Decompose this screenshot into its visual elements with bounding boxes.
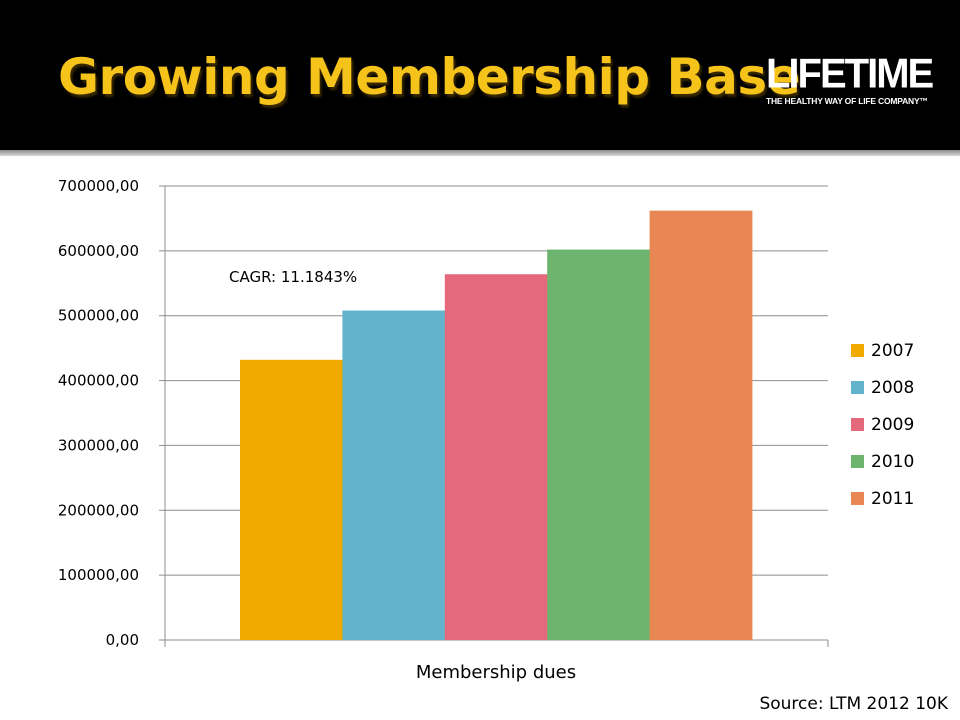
membership-bar-chart: 0,00 100000,00 200000,00 300000,00 400000,00…: [58, 177, 914, 683]
legend-swatch-2008: [851, 381, 864, 394]
source-note: Source: LTM 2012 10K: [759, 694, 948, 714]
legend-label-2008: 2008: [871, 378, 914, 398]
legend-swatch-2010: [851, 455, 864, 468]
y-tick-label: 500000,00: [58, 307, 139, 325]
slide-header: Growing Membership Base LIFETIME THE HEA…: [0, 0, 960, 150]
y-tick-label: 300000,00: [58, 436, 139, 454]
y-tick-label: 0,00: [106, 631, 139, 649]
x-category-label: Membership dues: [416, 662, 576, 683]
bar-2007: [240, 359, 343, 640]
bar-2008: [342, 310, 446, 640]
cagr-annotation: CAGR: 11.1843%: [229, 268, 357, 286]
y-tick-label: 400000,00: [58, 372, 139, 390]
legend-label-2007: 2007: [871, 341, 914, 361]
y-tick-label: 100000,00: [58, 566, 139, 584]
y-tick-label: 700000,00: [58, 177, 139, 195]
y-tick-label: 200000,00: [58, 501, 139, 519]
legend-swatch-2011: [851, 492, 864, 505]
bar-2009: [444, 274, 548, 640]
logo-word: LIFETIME: [766, 50, 934, 98]
legend-swatch-2007: [851, 344, 864, 357]
slide-title: Growing Membership Base: [58, 48, 801, 106]
bar-2010: [547, 249, 650, 640]
y-tick-label: 600000,00: [58, 242, 139, 260]
legend-label-2010: 2010: [871, 452, 914, 472]
logo-tagline: THE HEALTHY WAY OF LIFE COMPANY™: [766, 96, 928, 106]
lifetime-logo: LIFETIME THE HEALTHY WAY OF LIFE COMPANY…: [766, 50, 936, 106]
bar-2011: [649, 210, 753, 640]
legend-label-2011: 2011: [871, 489, 914, 509]
legend-label-2009: 2009: [871, 415, 914, 435]
legend-swatch-2009: [851, 418, 864, 431]
header-divider: [0, 150, 960, 156]
